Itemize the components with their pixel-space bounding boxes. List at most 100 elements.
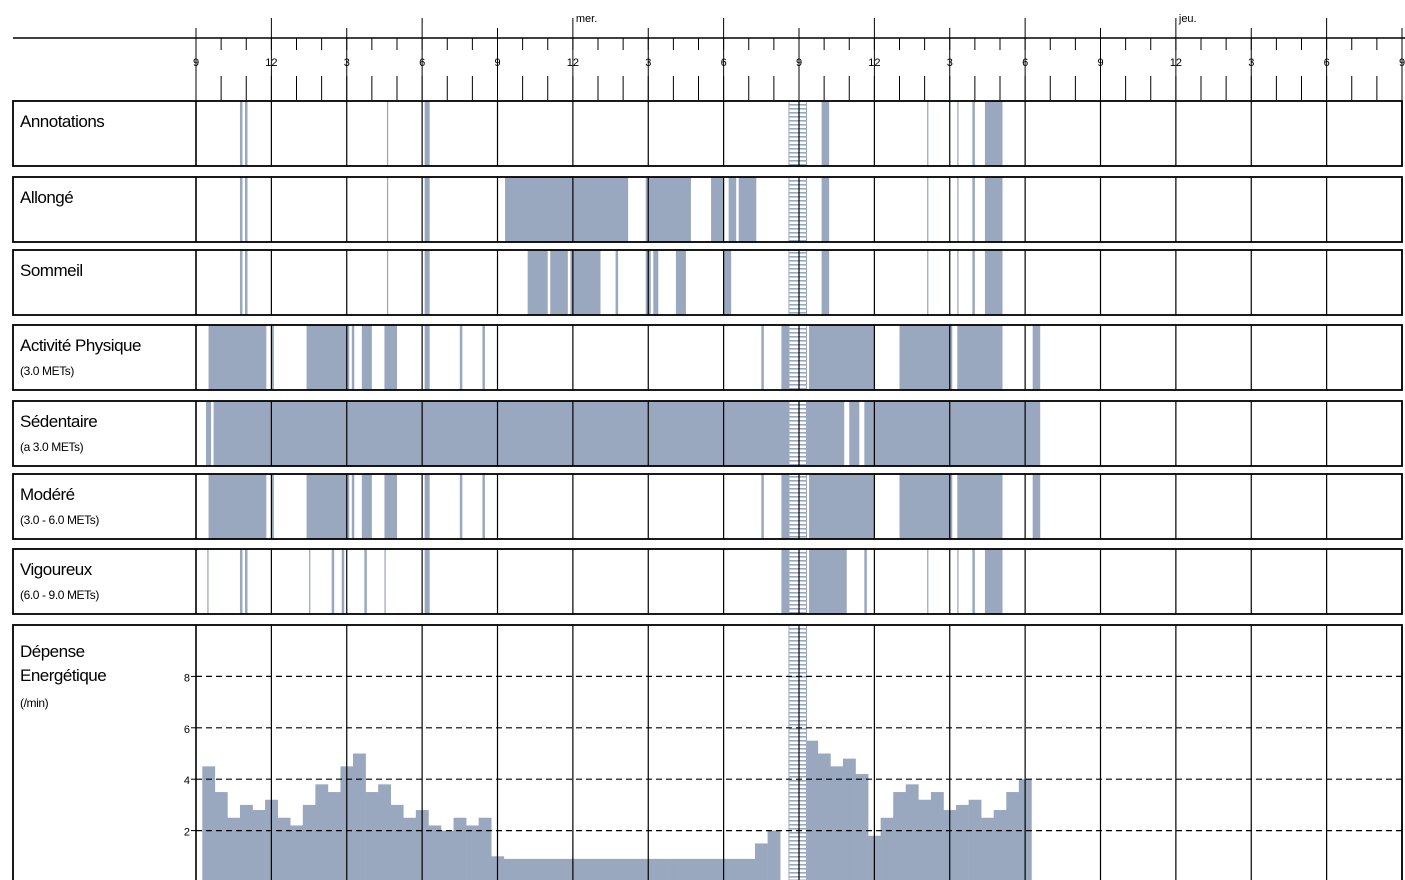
- energy-bar: [277, 817, 291, 880]
- row-frame: [12, 473, 1403, 540]
- no-data-gap: [788, 324, 808, 391]
- x-tick-label: 12: [567, 57, 579, 69]
- x-tick-label: 3: [645, 57, 651, 69]
- energy-bar: [956, 804, 969, 880]
- energy-bar: [516, 858, 530, 880]
- interval: [809, 325, 875, 390]
- interval: [927, 549, 929, 614]
- interval: [239, 250, 243, 315]
- row-label: Vigoureux: [20, 560, 93, 579]
- x-tick-label: 12: [1170, 57, 1182, 69]
- energy-bar: [202, 766, 216, 880]
- energy-bar: [918, 799, 932, 880]
- interval: [482, 325, 485, 390]
- interval: [738, 177, 757, 242]
- x-tick-label: 3: [947, 57, 953, 69]
- energy-bar: [378, 784, 392, 880]
- interval: [424, 474, 430, 539]
- interval: [206, 401, 212, 466]
- interval: [239, 101, 243, 166]
- interval: [213, 401, 789, 466]
- energy-bar: [616, 858, 630, 880]
- x-tick-label: 6: [721, 57, 727, 69]
- energy-bar: [842, 758, 856, 880]
- energy-bar: [755, 843, 768, 880]
- x-tick-label: 6: [1022, 57, 1028, 69]
- energy-bar: [817, 753, 831, 880]
- interval: [351, 325, 355, 390]
- energy-bar: [466, 825, 479, 880]
- energy-bar: [315, 784, 329, 880]
- no-data-gap: [788, 624, 808, 880]
- interval: [386, 250, 389, 315]
- row-frame: [12, 324, 1403, 391]
- interval: [244, 101, 248, 166]
- interval: [984, 549, 1003, 614]
- energy-bar: [679, 858, 693, 880]
- interval: [244, 549, 248, 614]
- interval: [927, 101, 929, 166]
- energy-bar: [905, 784, 919, 880]
- energy-bar: [390, 804, 404, 880]
- energy-bar: [654, 858, 668, 880]
- interval: [459, 474, 463, 539]
- interval: [957, 474, 1003, 539]
- interval: [244, 250, 248, 315]
- x-tick-label: 3: [344, 57, 350, 69]
- interval: [723, 250, 732, 315]
- x-tick-label: 9: [193, 57, 199, 69]
- row-label: Sommeil: [20, 261, 83, 280]
- interval: [361, 474, 372, 539]
- row-frame: [12, 548, 1403, 615]
- energy-bar: [729, 858, 743, 880]
- interval: [645, 177, 691, 242]
- energy-bar: [742, 858, 756, 880]
- interval: [821, 250, 830, 315]
- interval: [208, 325, 267, 390]
- interval: [984, 101, 1003, 166]
- interval: [984, 250, 1003, 315]
- interval: [809, 474, 875, 539]
- energy-bar: [554, 858, 567, 880]
- x-tick-label: 9: [494, 57, 500, 69]
- interval: [505, 177, 629, 242]
- x-tick-label: 12: [265, 57, 277, 69]
- energy-bar: [528, 858, 542, 880]
- interval: [761, 474, 764, 539]
- interval: [271, 325, 274, 390]
- x-tick-label: 9: [1399, 57, 1405, 69]
- interval: [781, 474, 789, 539]
- interval: [957, 325, 1003, 390]
- interval: [424, 325, 430, 390]
- no-data-gap: [788, 176, 808, 243]
- energy-bar: [981, 817, 995, 880]
- energy-bar: [227, 817, 241, 880]
- interval: [361, 325, 372, 390]
- interval: [239, 549, 243, 614]
- interval: [653, 250, 659, 315]
- day-label: mer.: [576, 13, 597, 25]
- interval: [527, 250, 548, 315]
- row-label: Modéré: [20, 485, 75, 504]
- y-tick-label: 4: [184, 775, 190, 787]
- no-data-gap: [788, 100, 808, 167]
- x-tick-label: 9: [796, 57, 802, 69]
- energy-bar: [629, 858, 643, 880]
- row-label: Sédentaire: [20, 412, 97, 431]
- energy-bar: [440, 830, 454, 880]
- row-label: Annotations: [20, 112, 104, 131]
- interval: [849, 401, 860, 466]
- x-tick-label: 6: [419, 57, 425, 69]
- x-tick-label: 12: [868, 57, 880, 69]
- interval: [306, 325, 350, 390]
- interval: [271, 474, 274, 539]
- energy-bar: [579, 858, 593, 880]
- interval: [615, 250, 619, 315]
- row-label: Dépense: [20, 642, 85, 661]
- row-label: Energétique: [20, 666, 106, 685]
- y-tick-label: 8: [184, 672, 190, 684]
- interval: [550, 250, 568, 315]
- interval: [761, 325, 764, 390]
